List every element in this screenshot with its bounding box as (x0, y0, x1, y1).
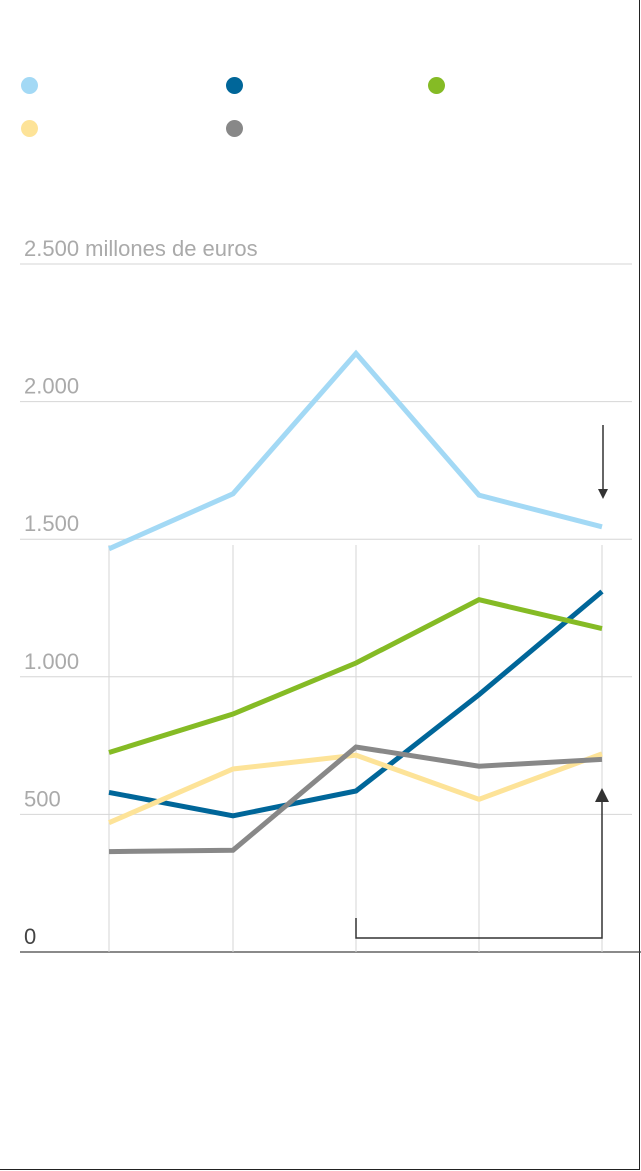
legend-item (428, 77, 445, 94)
legend-swatch (428, 77, 445, 94)
y-axis-ticks: 0 500 1.000 1.500 2.000 2.500 millones de eur… (24, 236, 258, 949)
series-line (108, 744, 603, 855)
legend (0, 0, 641, 160)
y-tick-label: 2.000 (24, 374, 79, 399)
legend-swatch (226, 120, 243, 137)
series-line (108, 589, 604, 819)
annotations (355, 425, 609, 939)
y-tick-label: 500 (24, 786, 61, 811)
legend-swatch (21, 77, 38, 94)
horizontal-gridlines (20, 263, 641, 953)
legend-item (226, 77, 243, 94)
legend-item (21, 77, 38, 94)
annotation-bracket (355, 802, 603, 939)
legend-swatch (226, 77, 243, 94)
legend-item (226, 120, 243, 137)
y-tick-label: 1.500 (24, 511, 79, 536)
y-tick-label: 2.500 millones de euros (24, 236, 258, 261)
y-tick-label: 0 (24, 924, 36, 949)
arrowhead-down-icon (598, 489, 608, 499)
series-lines (107, 349, 604, 855)
legend-item (21, 120, 38, 137)
y-tick-label: 1.000 (24, 649, 79, 674)
arrowhead-up-icon (595, 788, 609, 802)
legend-swatch (21, 120, 38, 137)
series-line (108, 751, 603, 825)
series-line (107, 349, 603, 552)
series-line (108, 597, 603, 755)
